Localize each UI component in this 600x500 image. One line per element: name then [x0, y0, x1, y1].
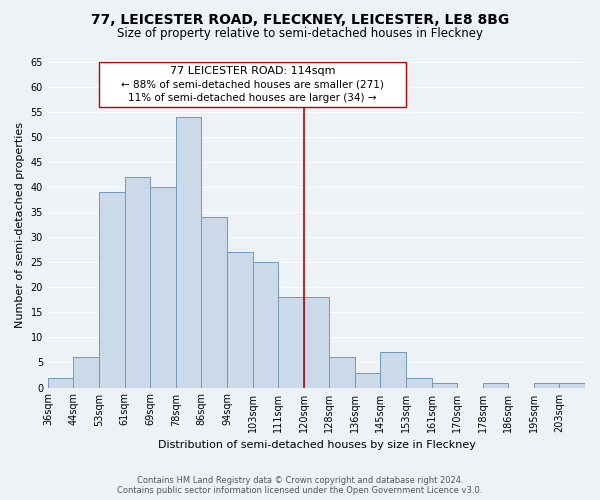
Bar — [253, 262, 278, 388]
Bar — [380, 352, 406, 388]
Bar — [227, 252, 253, 388]
Bar — [329, 358, 355, 388]
Bar — [534, 382, 559, 388]
Bar — [48, 378, 73, 388]
Bar — [482, 382, 508, 388]
Bar — [73, 358, 99, 388]
Y-axis label: Number of semi-detached properties: Number of semi-detached properties — [15, 122, 25, 328]
Bar — [125, 177, 150, 388]
Bar — [431, 382, 457, 388]
Text: 77, LEICESTER ROAD, FLECKNEY, LEICESTER, LE8 8BG: 77, LEICESTER ROAD, FLECKNEY, LEICESTER,… — [91, 12, 509, 26]
Text: 11% of semi-detached houses are larger (34) →: 11% of semi-detached houses are larger (… — [128, 92, 377, 102]
Text: ← 88% of semi-detached houses are smaller (271): ← 88% of semi-detached houses are smalle… — [121, 79, 384, 89]
X-axis label: Distribution of semi-detached houses by size in Fleckney: Distribution of semi-detached houses by … — [158, 440, 475, 450]
Bar — [355, 372, 380, 388]
Bar — [406, 378, 431, 388]
Bar — [304, 298, 329, 388]
Bar — [559, 382, 585, 388]
Text: Contains HM Land Registry data © Crown copyright and database right 2024.
Contai: Contains HM Land Registry data © Crown c… — [118, 476, 482, 495]
Text: 77 LEICESTER ROAD: 114sqm: 77 LEICESTER ROAD: 114sqm — [170, 66, 335, 76]
Bar — [150, 187, 176, 388]
Bar — [278, 298, 304, 388]
FancyBboxPatch shape — [99, 62, 406, 106]
Text: Size of property relative to semi-detached houses in Fleckney: Size of property relative to semi-detach… — [117, 28, 483, 40]
Bar — [176, 116, 202, 388]
Bar — [202, 217, 227, 388]
Bar — [99, 192, 125, 388]
